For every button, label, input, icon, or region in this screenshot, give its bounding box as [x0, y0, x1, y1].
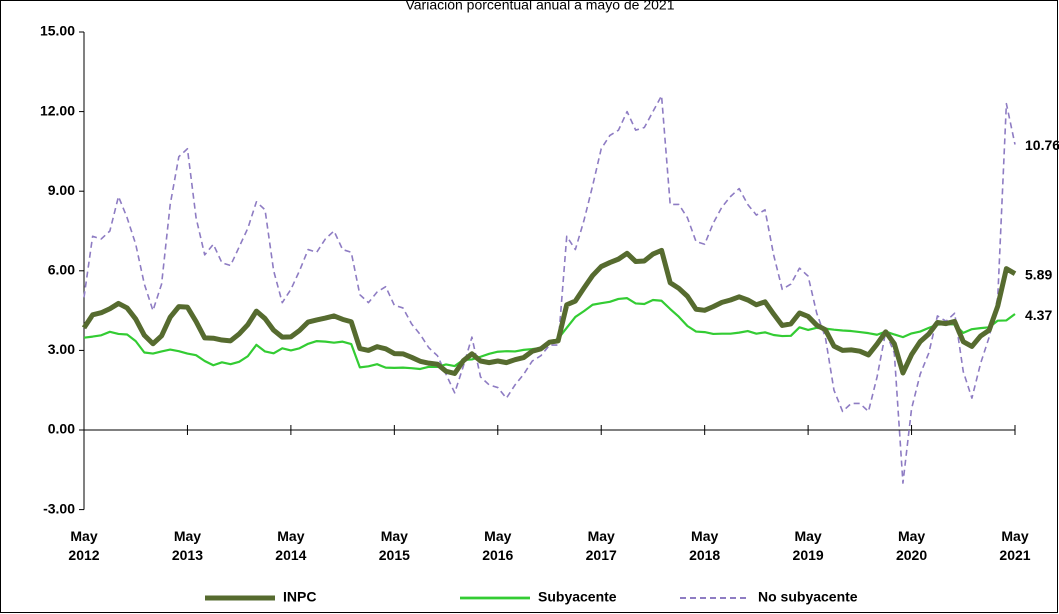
end-value-label: 4.37	[1025, 307, 1052, 323]
y-tick-label: 12.00	[40, 102, 75, 118]
x-tick-label-line: 2016	[482, 547, 513, 563]
x-tick-label-line: May	[174, 528, 201, 544]
x-tick-label-line: May	[588, 528, 615, 544]
x-tick-label-line: 2012	[68, 547, 99, 563]
legend-label: Subyacente	[538, 589, 617, 605]
x-tick-label: May 2013	[172, 528, 203, 563]
x-tick-label: May 2017	[586, 528, 617, 563]
x-tick-label: May 2019	[793, 528, 824, 563]
x-tick-label: May 2014	[275, 528, 306, 563]
x-tick-label-line: 2013	[172, 547, 203, 563]
end-value-label: 10.76	[1025, 137, 1059, 153]
legend-label: INPC	[283, 589, 316, 605]
x-tick-label-line: 2015	[379, 547, 410, 563]
x-tick-label-line: 2014	[275, 547, 306, 563]
x-tick-label: May 2016	[482, 528, 513, 563]
x-tick-label-line: 2017	[586, 547, 617, 563]
y-tick-label: 9.00	[48, 182, 75, 198]
chart-title: Variación porcentual anual a mayo de 202…	[405, 0, 674, 13]
x-tick-label-line: May	[381, 528, 408, 544]
x-tick-label: May 2018	[689, 528, 720, 563]
y-tick-label: -3.00	[43, 500, 75, 516]
x-tick-label-line: May	[277, 528, 304, 544]
x-tick-label: May 2015	[379, 528, 410, 563]
x-tick-label-line: May	[1001, 528, 1028, 544]
end-value-label: 5.89	[1025, 266, 1052, 282]
x-tick-label-line: 2021	[999, 547, 1030, 563]
y-tick-label: 3.00	[48, 341, 75, 357]
x-tick-label-line: 2020	[896, 547, 927, 563]
y-tick-label: 0.00	[48, 421, 75, 437]
x-tick-label: May 2021	[999, 528, 1030, 563]
x-tick-label-line: May	[691, 528, 718, 544]
x-tick-label-line: May	[484, 528, 511, 544]
x-tick-label-line: May	[898, 528, 925, 544]
x-tick-label-line: 2019	[793, 547, 824, 563]
x-tick-label-line: May	[794, 528, 821, 544]
series-line	[81, 247, 1017, 376]
x-tick-label-line: May	[70, 528, 97, 544]
x-tick-label: May 2020	[896, 528, 927, 563]
x-tick-label-line: 2018	[689, 547, 720, 563]
legend-label: No subyacente	[758, 589, 858, 605]
y-tick-label: 15.00	[40, 23, 75, 39]
y-tick-label: 6.00	[48, 262, 75, 278]
x-tick-label: May 2012	[68, 528, 99, 563]
